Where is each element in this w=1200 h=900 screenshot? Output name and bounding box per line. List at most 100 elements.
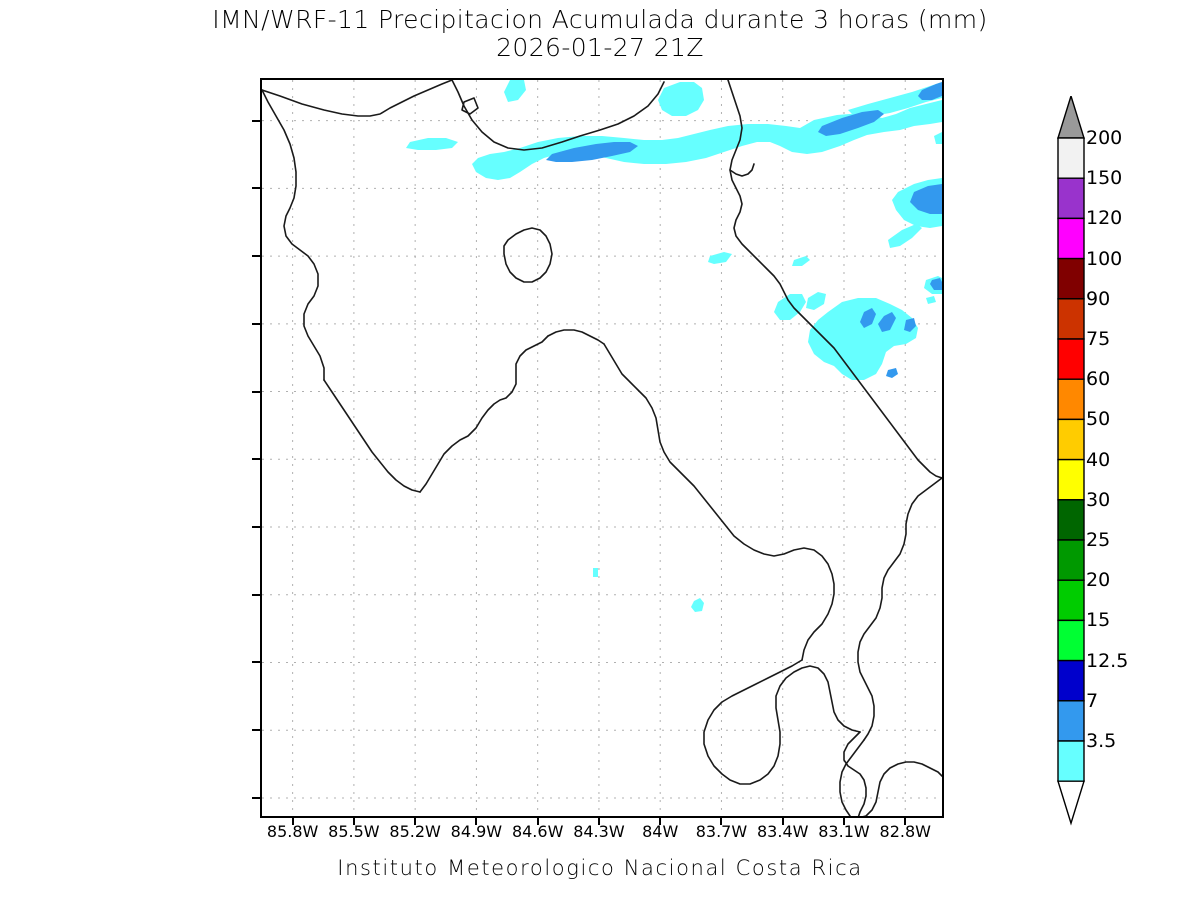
precip-region-caribbean-ne-core-2 bbox=[818, 110, 884, 136]
colorbar-legend: 3.5 7 12.5 15 20 25 30 40 50 60 75 90 100 120 150 200 bbox=[1056, 96, 1196, 826]
colorbar-swatch bbox=[1057, 700, 1085, 742]
precip-region-north-small-patch-2 bbox=[792, 256, 810, 266]
precip-region-caribbean-east-core bbox=[910, 184, 942, 214]
precip-region-caribbean-ne-core bbox=[546, 142, 638, 162]
colorbar-tick-label: 75 bbox=[1086, 328, 1111, 350]
precip-region-north-small-patch bbox=[934, 132, 942, 144]
colorbar-tick-label: 150 bbox=[1086, 167, 1123, 190]
colorbar-swatch bbox=[1057, 659, 1085, 702]
coastline-osa-peninsula bbox=[703, 659, 861, 785]
precip-region-caribbean-ne-band-2 bbox=[848, 82, 942, 118]
x-axis-tick-label: 84W bbox=[642, 822, 679, 841]
coastline-central-pacific bbox=[603, 343, 835, 661]
coastline-nicoya-gulf bbox=[419, 335, 549, 493]
x-axis-tick-mark bbox=[414, 818, 417, 825]
y-axis-tick-mark bbox=[252, 796, 260, 799]
colorbar-tick-label: 40 bbox=[1086, 448, 1111, 471]
colorbar-tick-label: 90 bbox=[1086, 287, 1111, 310]
y-axis-labels: 11.1N10.8N10.5N10.2N9.9N9.6N9.3N9N8.7N8.… bbox=[0, 0, 260, 900]
colorbar-tick-label: 50 bbox=[1086, 408, 1111, 431]
x-axis-tick-label: 83.4W bbox=[756, 822, 809, 841]
x-axis-tick-mark bbox=[536, 818, 539, 825]
lake-outline bbox=[461, 97, 479, 115]
y-axis-tick-mark bbox=[252, 661, 260, 664]
coastline-panama-pacific bbox=[862, 761, 942, 816]
x-axis-tick-label: 84.6W bbox=[511, 822, 564, 841]
precip-region-north-coast-patch bbox=[504, 80, 526, 102]
title-line-1: IMN/WRF-11 Precipitacion Acumulada duran… bbox=[212, 5, 988, 34]
colorbar-tick-label: 7 bbox=[1086, 689, 1099, 712]
coastline-nicaragua-north bbox=[262, 80, 453, 117]
map-plot-frame bbox=[260, 78, 944, 818]
precip-region-caribbean-offshore-tail2 bbox=[806, 292, 826, 310]
precip-region-caribbean-ne-band bbox=[472, 100, 942, 180]
y-axis-tick-mark bbox=[252, 526, 260, 529]
colorbar-swatch bbox=[1057, 338, 1085, 380]
title-line-2: 2026-01-27 21Z bbox=[496, 33, 704, 62]
y-axis-tick-mark bbox=[252, 322, 260, 325]
colorbar-tick-label: 100 bbox=[1086, 247, 1123, 270]
x-axis-tick-mark bbox=[904, 818, 907, 825]
colorbar-swatch bbox=[1057, 539, 1085, 581]
coastline-san-juan-river bbox=[451, 80, 665, 151]
colorbar-tick-label: 3.5 bbox=[1086, 730, 1117, 752]
colorbar-under-arrow bbox=[1057, 780, 1085, 826]
precip-region-caribbean-east-wisp bbox=[888, 224, 922, 248]
x-axis-tick-label: 85.5W bbox=[328, 822, 380, 841]
colorbar-canvas bbox=[1057, 96, 1085, 826]
precip-region-north-border-patch bbox=[658, 82, 704, 116]
colorbar-tick-label: 120 bbox=[1086, 207, 1123, 230]
figure-footer: Instituto Meteorologico Nacional Costa R… bbox=[337, 856, 863, 880]
colorbar-swatch bbox=[1057, 418, 1085, 461]
x-axis-tick-label: 85.2W bbox=[389, 822, 441, 841]
x-axis-tick-label: 84.9W bbox=[450, 822, 503, 841]
x-axis-tick-mark bbox=[842, 818, 845, 825]
y-axis-tick-mark bbox=[252, 119, 260, 122]
precip-region-east-tiny bbox=[926, 296, 936, 304]
coastline-layer bbox=[262, 80, 942, 816]
precip-region-caribbean-offshore-speckle-1 bbox=[860, 308, 876, 328]
y-axis-tick-mark bbox=[252, 255, 260, 258]
precip-region-caribbean-offshore-speckle-2 bbox=[878, 312, 896, 332]
precip-region-caribbean-small-dot bbox=[708, 252, 732, 264]
colorbar-over-arrow bbox=[1057, 96, 1085, 139]
x-axis-tick-mark bbox=[659, 818, 662, 825]
coastline-nicoya-west bbox=[323, 379, 421, 493]
x-axis-tick-mark bbox=[291, 818, 294, 825]
x-axis-tick-mark bbox=[597, 818, 600, 825]
x-axis-tick-mark bbox=[781, 818, 784, 825]
precip-region-interior-dot-2 bbox=[691, 598, 704, 612]
figure-title: IMN/WRF-11 Precipitacion Acumulada duran… bbox=[0, 6, 1200, 62]
map-canvas bbox=[262, 80, 942, 816]
x-axis-tick-label: 84.3W bbox=[573, 822, 625, 841]
colorbar-swatch bbox=[1057, 499, 1085, 541]
colorbar-swatch bbox=[1057, 257, 1085, 300]
gridlines bbox=[262, 80, 942, 816]
colorbar-tick-label: 12.5 bbox=[1086, 649, 1129, 672]
x-axis-tick-mark bbox=[720, 818, 723, 825]
colorbar-swatch bbox=[1057, 579, 1085, 622]
precip-region-caribbean-offshore-tail bbox=[774, 294, 806, 320]
colorbar-swatch bbox=[1057, 137, 1085, 179]
colorbar-tick-label: 25 bbox=[1086, 529, 1111, 551]
colorbar-swatch bbox=[1057, 177, 1085, 220]
precip-region-pacific-ne-dot-core bbox=[930, 278, 942, 290]
x-axis-tick-label: 83.7W bbox=[695, 822, 748, 841]
x-axis-tick-label: 83.1W bbox=[818, 822, 870, 841]
x-axis-tick-label: 85.8W bbox=[266, 822, 319, 841]
coastline-central-detail bbox=[503, 227, 553, 283]
colorbar-swatch bbox=[1057, 298, 1085, 340]
colorbar-swatch bbox=[1057, 740, 1085, 782]
precip-region-caribbean-offshore-speckle-4 bbox=[886, 368, 898, 378]
y-axis-tick-mark bbox=[252, 187, 260, 190]
y-axis-tick-mark bbox=[252, 390, 260, 393]
x-axis-tick-mark bbox=[475, 818, 478, 825]
colorbar-swatch bbox=[1057, 458, 1085, 501]
colorbar-tick-label: 15 bbox=[1086, 609, 1111, 632]
colorbar-tick-label: 60 bbox=[1086, 368, 1111, 391]
x-axis-tick-label: 82.8W bbox=[879, 822, 931, 841]
border-panama-inland bbox=[857, 477, 942, 741]
colorbar-swatch bbox=[1057, 619, 1085, 662]
precip-region-caribbean-offshore-speckle-3 bbox=[904, 318, 916, 332]
